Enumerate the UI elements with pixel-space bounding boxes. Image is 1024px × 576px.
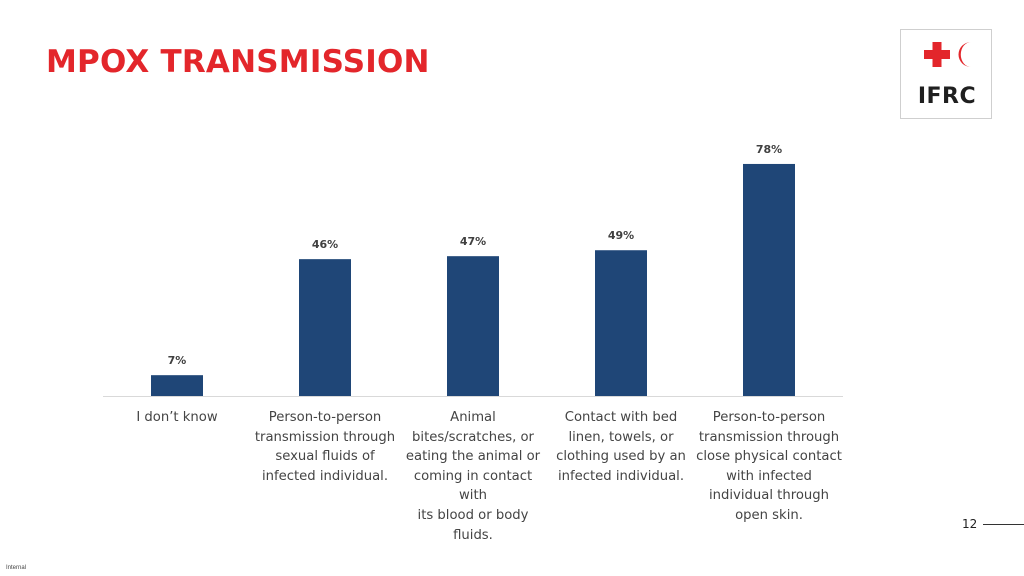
category-label-line: Animal (450, 410, 496, 425)
bar-4 (595, 250, 647, 396)
category-label-line: bites/scratches, or (412, 429, 534, 445)
category-label-line: its blood or body (417, 507, 529, 523)
page-number-rule (983, 524, 1024, 525)
category-label-line: infected individual. (557, 468, 685, 484)
category-label-line: with infected (726, 468, 812, 484)
category-label-line: I don’t know (136, 410, 218, 425)
footer-classification: Internal (6, 565, 27, 571)
category-label-1: I don’t know (102, 408, 252, 428)
data-label-2: 46% (312, 238, 338, 251)
bar-chart: 7% 46% 47% 49% 78% (103, 143, 843, 397)
category-label-line: clothing used by an (556, 449, 686, 465)
bar-1 (151, 375, 203, 396)
red-crescent-icon (958, 42, 971, 67)
category-label-line: Person-to-person (712, 410, 826, 425)
category-label-2: Person-to-person transmission through sexu… (250, 408, 400, 486)
category-label-line: infected individual. (261, 468, 389, 484)
category-label-line: close physical contact (696, 449, 842, 465)
logo-text: IFRC (917, 84, 977, 109)
category-label-line: linen, towels, or (568, 429, 674, 445)
bar-5 (743, 163, 795, 396)
category-label-line: eating the animal or (405, 449, 541, 465)
red-cross-icon (924, 42, 950, 67)
category-label-line: fluids. (453, 527, 493, 543)
category-label-line: Person-to-person (268, 410, 382, 425)
category-label-5: Person-to-person transmission through clos… (694, 408, 844, 526)
category-label-line: transmission through (254, 429, 396, 445)
category-label-line: coming in contact with (413, 468, 533, 504)
category-label-4: Contact with bed linen, towels, or clothin… (546, 408, 696, 486)
bar-2 (299, 259, 351, 396)
category-label-line: Contact with bed (564, 410, 678, 425)
category-label-line: sexual fluids of (275, 449, 375, 465)
slide-title: MPOX TRANSMISSION (46, 44, 430, 80)
data-label-1: 7% (168, 354, 187, 367)
data-label-5: 78% (756, 143, 782, 156)
category-label-3: Animal bites/scratches, or eating the anim… (398, 408, 548, 545)
data-label-4: 49% (608, 229, 634, 242)
category-label-line: transmission through (698, 429, 840, 445)
category-label-line: open skin. (735, 507, 803, 523)
bar-3 (447, 256, 499, 396)
category-label-line: individual through (708, 488, 829, 504)
data-label-3: 47% (460, 235, 486, 248)
logo-emblem (924, 42, 971, 67)
ifrc-logo: IFRC (900, 29, 992, 119)
page-number: 12 (962, 517, 978, 531)
